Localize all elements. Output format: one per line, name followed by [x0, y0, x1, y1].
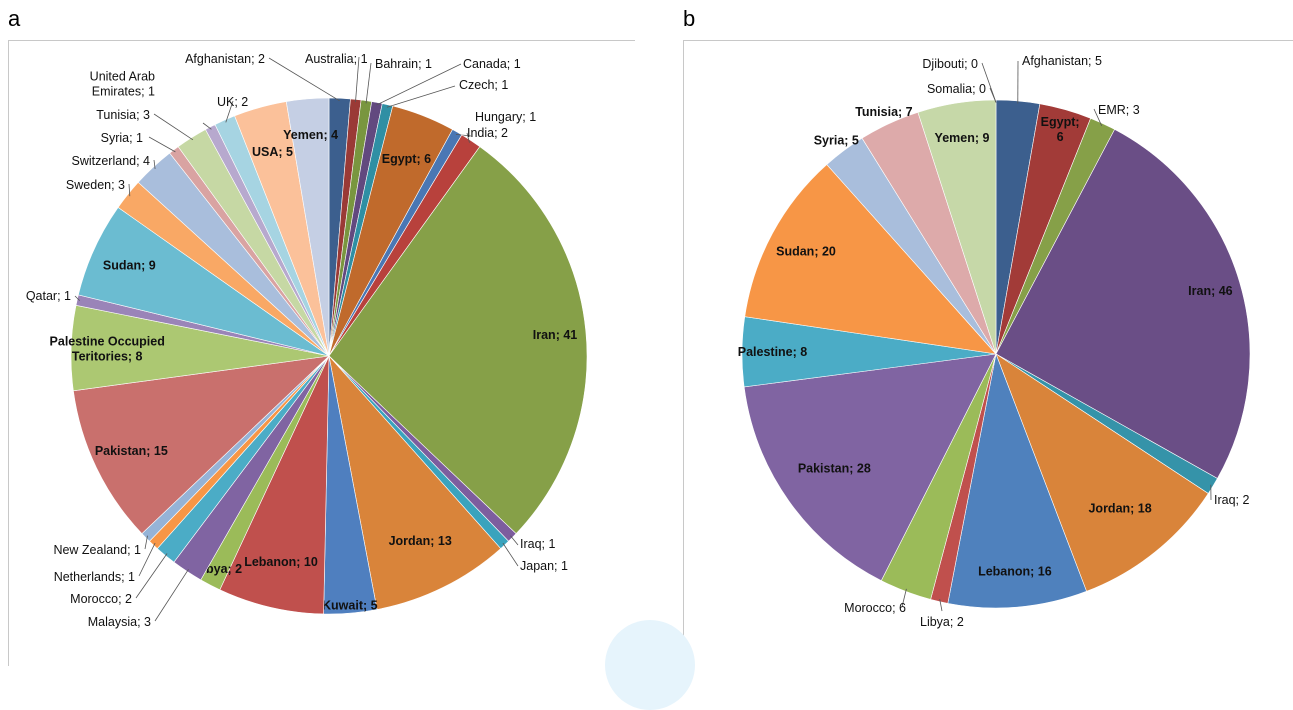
slice-label-czech: Czech; 1 [459, 78, 508, 92]
chart-a-frame: Afghanistan; 2 Australia; 1 Bahrain; 1 Cana… [8, 40, 635, 666]
leader-line-czech [387, 86, 455, 107]
leader-line-bahrain [366, 63, 371, 103]
slice-label-tunisia: Tunisia; 3 [96, 108, 150, 122]
slice-label-morocco: Morocco; 2 [70, 592, 132, 606]
leader-line-syria [149, 137, 175, 152]
slice-label-iran: Iran; 41 [533, 328, 578, 342]
slice-label-jordan: Jordan; 18 [1088, 501, 1151, 515]
slice-label-india: India; 2 [467, 126, 508, 140]
slice-label-yemen: Yemen; 4 [283, 128, 338, 142]
slice-label-hungary: Hungary; 1 [475, 110, 536, 124]
slice-label-iraq: Iraq; 1 [520, 537, 555, 551]
slice-label-sudan: Sudan; 20 [776, 245, 836, 259]
leader-line-malaysia [155, 569, 189, 621]
slice-label-japan: Japan; 1 [520, 559, 568, 573]
slice-label-lebanon: Lebanon; 10 [244, 555, 318, 569]
slice-label-emr: EMR; 3 [1098, 103, 1140, 117]
slice-label-yemen: Yemen; 9 [935, 131, 990, 145]
slice-label-pakistan: Pakistan; 15 [95, 444, 168, 458]
leader-line-tunisia [154, 114, 193, 140]
slice-label-syria: Syria; 5 [814, 133, 859, 147]
slice-label-kuwait: Kuwait; 5 [322, 598, 378, 612]
leader-line-iraq [511, 536, 519, 545]
leader-line-japan [503, 543, 518, 566]
slice-label-australia: Australia; 1 [305, 52, 368, 66]
slice-label-palestine: Palestine; 8 [738, 345, 808, 359]
slice-label-qatar: Qatar; 1 [26, 289, 71, 303]
pie-chart-a: Afghanistan; 2 Australia; 1 Bahrain; 1 Cana… [9, 41, 635, 666]
slice-label-afghanistan: Afghanistan; 5 [1022, 54, 1102, 68]
slice-label-lebanon: Lebanon; 16 [978, 565, 1052, 579]
slice-label-new-zealand: New Zealand; 1 [53, 543, 141, 557]
panel-a-letter: a [8, 6, 20, 32]
slice-label-somalia: Somalia; 0 [927, 82, 986, 96]
slice-label-iran: Iran; 46 [1188, 284, 1233, 298]
slice-label-libya: Libya; 2 [920, 615, 964, 629]
slice-label-uk: UK; 2 [217, 95, 248, 109]
slice-label-canada: Canada; 1 [463, 57, 521, 71]
slice-label-sudan: Sudan; 9 [103, 258, 156, 272]
decorative-circle [605, 620, 695, 710]
leader-line-morocco [136, 554, 167, 599]
slice-label-bahrain: Bahrain; 1 [375, 57, 432, 71]
slice-label-morocco: Morocco; 6 [844, 601, 906, 615]
slice-label-malaysia: Malaysia; 3 [88, 615, 151, 629]
slice-label-egypt: Egypt; 6 [382, 152, 431, 166]
panel-b-letter: b [683, 6, 695, 32]
slice-label-pakistan: Pakistan; 28 [798, 462, 871, 476]
slice-label-sweden: Sweden; 3 [66, 178, 125, 192]
slice-label-syria: Syria; 1 [101, 131, 143, 145]
slice-label-jordan: Jordan; 13 [389, 534, 452, 548]
slice-label-djibouti: Djibouti; 0 [922, 57, 978, 71]
slice-label-afghanistan: Afghanistan; 2 [185, 52, 265, 66]
slice-label-usa: USA; 5 [252, 145, 293, 159]
slice-label-tunisia: Tunisia; 7 [855, 105, 912, 119]
slice-label-switzerland: Switzerland; 4 [71, 154, 150, 168]
slice-label-netherlands: Netherlands; 1 [54, 570, 135, 584]
leader-line-netherlands [139, 543, 155, 576]
slice-label-iraq: Iraq; 2 [1214, 493, 1249, 507]
